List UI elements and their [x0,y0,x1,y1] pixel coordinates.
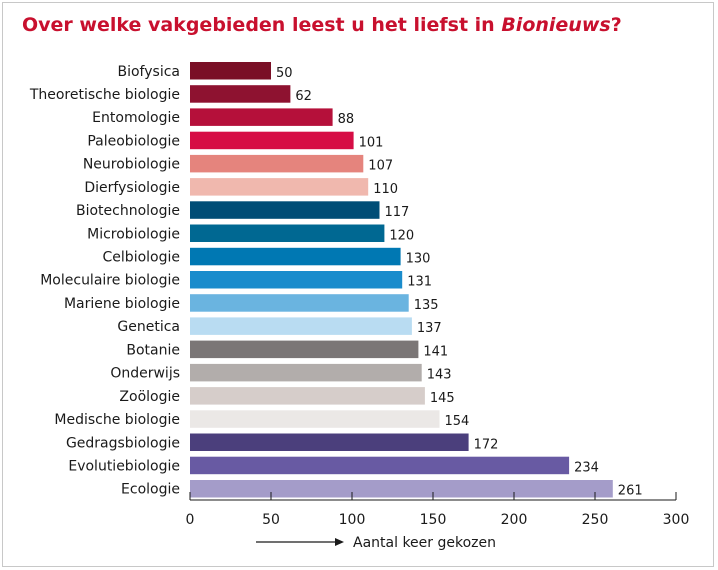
value-label: 143 [427,368,452,383]
bar-gedragsbiologie [190,433,469,451]
value-label: 261 [618,484,643,499]
value-label: 172 [474,437,499,452]
bar-mariene-biologie [190,294,409,312]
bar-entomologie [190,108,333,126]
bar-biofysica [190,62,271,80]
category-label: Botanie [126,342,180,358]
value-label: 131 [407,275,432,290]
category-label: Evolutiebiologie [68,459,180,475]
value-label: 137 [417,321,442,336]
title-prefix: Over welke vakgebieden leest u het liefs… [22,14,502,36]
category-label: Mariene biologie [64,296,180,312]
bar-medische-biologie [190,410,440,428]
bar-dierfysiologie [190,178,369,196]
value-label: 101 [359,135,384,150]
value-label: 117 [385,205,410,220]
bar-paleobiologie [190,131,354,150]
category-label: Celbiologie [103,250,180,266]
x-axis-title: Aantal keer gekozen [353,535,496,551]
x-tick-label: 250 [582,512,609,528]
value-label: 120 [389,228,414,243]
category-label: Medische biologie [54,412,180,428]
category-label: Neurobiologie [83,157,180,173]
value-label: 50 [276,66,293,81]
chart-title: Over welke vakgebieden leest u het liefs… [22,14,622,36]
bar-evolutiebiologie [190,456,570,475]
value-label: 154 [445,414,470,429]
value-label: 135 [414,298,439,313]
bar-microbiologie [190,224,385,242]
category-label: Ecologie [121,482,180,498]
value-label: 107 [368,159,393,174]
x-tick-label: 50 [262,512,280,528]
x-tick-label: 100 [339,512,366,528]
title-emphasis: Bionieuws [501,14,611,36]
bar-biotechnologie [190,201,380,219]
category-label: Onderwijs [110,366,180,382]
bar-neurobiologie [190,154,364,173]
category-label: Theoretische biologie [29,87,180,103]
x-tick-label: 150 [420,512,447,528]
category-label: Biofysica [118,64,181,80]
value-label: 141 [423,344,448,359]
value-label: 130 [406,252,431,267]
category-label: Moleculaire biologie [40,273,180,289]
x-tick-label: 300 [663,512,690,528]
value-label: 62 [295,89,312,104]
bar-zo-logie [190,387,425,405]
title-suffix: ? [610,14,622,36]
category-label: Paleobiologie [87,133,180,149]
category-label: Zoölogie [119,389,180,405]
bar-onderwijs [190,363,422,382]
category-label: Dierfysiologie [84,180,180,196]
bar-moleculaire-biologie [190,271,403,289]
category-label: Entomologie [92,110,180,126]
value-label: 234 [574,461,599,476]
x-tick-label: 200 [501,512,528,528]
bar-theoretische-biologie [190,85,291,103]
category-label: Genetica [117,319,180,335]
bar-celbiologie [190,247,401,266]
x-axis-arrow-head [335,538,344,546]
bar-botanie [190,340,419,359]
bars-group [190,62,613,498]
x-tick-label: 0 [186,512,195,528]
category-labels: Biofysica Theoretische biologie Entomologi… [29,64,180,498]
bar-ecologie [190,480,613,498]
category-label: Biotechnologie [76,203,180,219]
category-label: Microbiologie [87,226,180,242]
value-label: 88 [338,112,355,127]
bar-genetica [190,317,412,335]
value-label: 110 [373,182,398,197]
category-label: Gedragsbiologie [66,435,180,451]
x-ticks: 0 50 100 150 200 250 300 [186,492,690,528]
value-label: 145 [430,391,455,406]
